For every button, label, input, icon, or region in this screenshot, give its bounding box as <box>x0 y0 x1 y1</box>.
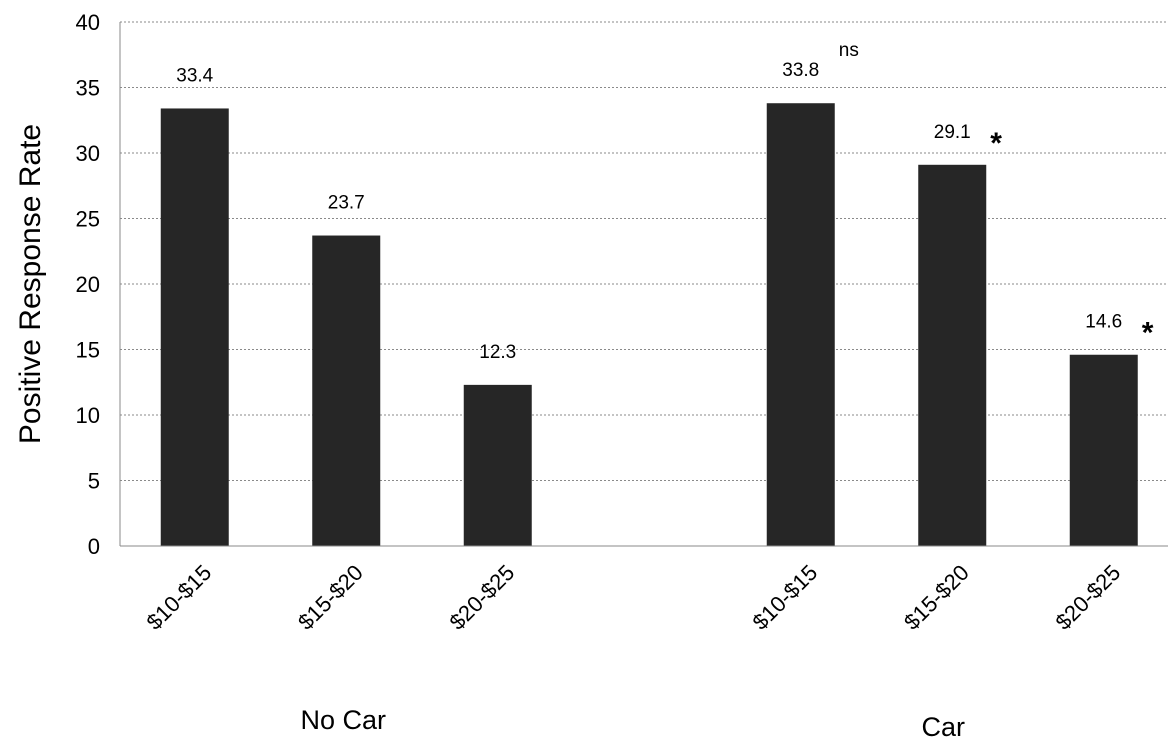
data-label: 33.4 <box>176 65 213 86</box>
group-label: Car <box>921 712 965 740</box>
x-tick-label: $15-$20 <box>293 560 368 635</box>
bar <box>312 235 381 546</box>
x-tick-label: $15-$20 <box>899 560 974 635</box>
significance-marker: * <box>1142 317 1154 350</box>
data-label: 33.8 <box>782 60 819 81</box>
bar <box>1069 354 1138 546</box>
significance-marker: * <box>990 127 1002 160</box>
y-tick-label: 0 <box>88 534 100 559</box>
y-axis-label: Positive Response Rate <box>14 124 47 444</box>
y-tick-label: 5 <box>88 469 100 494</box>
y-tick-label: 30 <box>76 141 100 166</box>
data-label: 14.6 <box>1085 312 1122 333</box>
y-tick-label: 10 <box>76 403 100 428</box>
x-tick-label: $10-$15 <box>748 560 823 635</box>
data-labels: 33.4 23.7 12.3 33.8 ns 29.1 * 14.6 * <box>176 40 1153 363</box>
axes <box>119 22 1168 547</box>
bar <box>160 108 229 547</box>
bar <box>463 384 532 546</box>
x-tick-label: $10-$15 <box>142 560 217 635</box>
significance-marker: ns <box>839 40 859 61</box>
group-labels: No Car Car <box>300 705 965 740</box>
bars <box>160 103 1138 547</box>
y-tick-label: 35 <box>76 76 100 101</box>
bar <box>766 103 835 546</box>
data-label: 12.3 <box>479 342 516 363</box>
x-tick-label: $20-$25 <box>1051 560 1126 635</box>
group-label: No Car <box>300 705 386 735</box>
y-tick-label: 25 <box>76 207 100 232</box>
y-axis-ticks: 0 5 10 15 20 25 30 35 40 <box>76 10 100 559</box>
gridlines <box>120 21 1168 481</box>
y-tick-label: 15 <box>76 338 100 363</box>
y-tick-label: 20 <box>76 272 100 297</box>
data-label: 23.7 <box>328 193 365 214</box>
data-label: 29.1 <box>934 122 971 143</box>
x-axis-ticks: $10-$15 $15-$20 $20-$25 $10-$15 $15-$20 $20-$… <box>142 560 1126 635</box>
y-tick-label: 40 <box>76 10 100 35</box>
bar <box>918 164 987 547</box>
x-tick-label: $20-$25 <box>445 560 520 635</box>
